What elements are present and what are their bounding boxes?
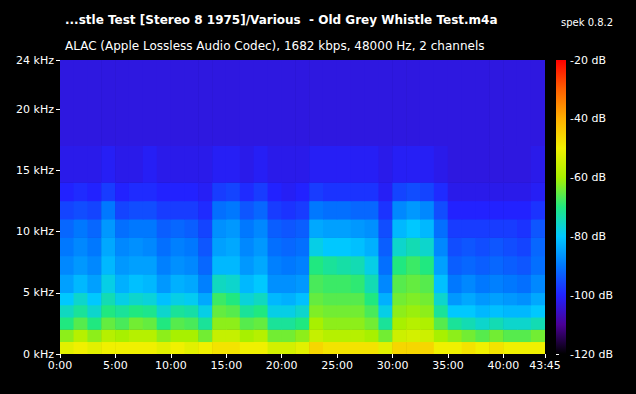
svg-text:10 kHz: 10 kHz: [16, 225, 54, 238]
svg-text:24 kHz: 24 kHz: [16, 54, 54, 67]
svg-text:-80 dB: -80 dB: [570, 230, 606, 243]
svg-text:0 kHz: 0 kHz: [23, 347, 54, 361]
svg-text:-60 dB: -60 dB: [570, 171, 606, 184]
svg-text:5 kHz: 5 kHz: [23, 286, 54, 299]
svg-text:-40 dB: -40 dB: [570, 112, 606, 125]
svg-text:20 kHz: 20 kHz: [16, 103, 54, 116]
svg-text:-20 dB: -20 dB: [570, 54, 606, 67]
svg-text:...stle Test [Stereo 8 1975]/V: ...stle Test [Stereo 8 1975]/Various - O…: [65, 13, 498, 27]
svg-text:-100 dB: -100 dB: [570, 289, 613, 302]
svg-text:0:00: 0:00: [48, 359, 73, 372]
svg-text:20:00: 20:00: [266, 359, 298, 372]
svg-text:15 kHz: 15 kHz: [16, 164, 54, 177]
svg-text:35:00: 35:00: [432, 359, 464, 372]
svg-text:30:00: 30:00: [377, 359, 409, 372]
svg-text:15:00: 15:00: [210, 359, 242, 372]
svg-text:40:00: 40:00: [488, 359, 520, 372]
svg-text:25:00: 25:00: [321, 359, 353, 372]
svg-text:spek 0.8.2: spek 0.8.2: [561, 17, 613, 28]
svg-text:ALAC (Apple Lossless Audio Cod: ALAC (Apple Lossless Audio Codec), 1682 …: [65, 39, 484, 53]
svg-text:43:45: 43:45: [529, 359, 561, 372]
svg-text:10:00: 10:00: [155, 359, 187, 372]
svg-text:5:00: 5:00: [103, 359, 128, 372]
svg-text:-120 dB: -120 dB: [570, 348, 613, 361]
